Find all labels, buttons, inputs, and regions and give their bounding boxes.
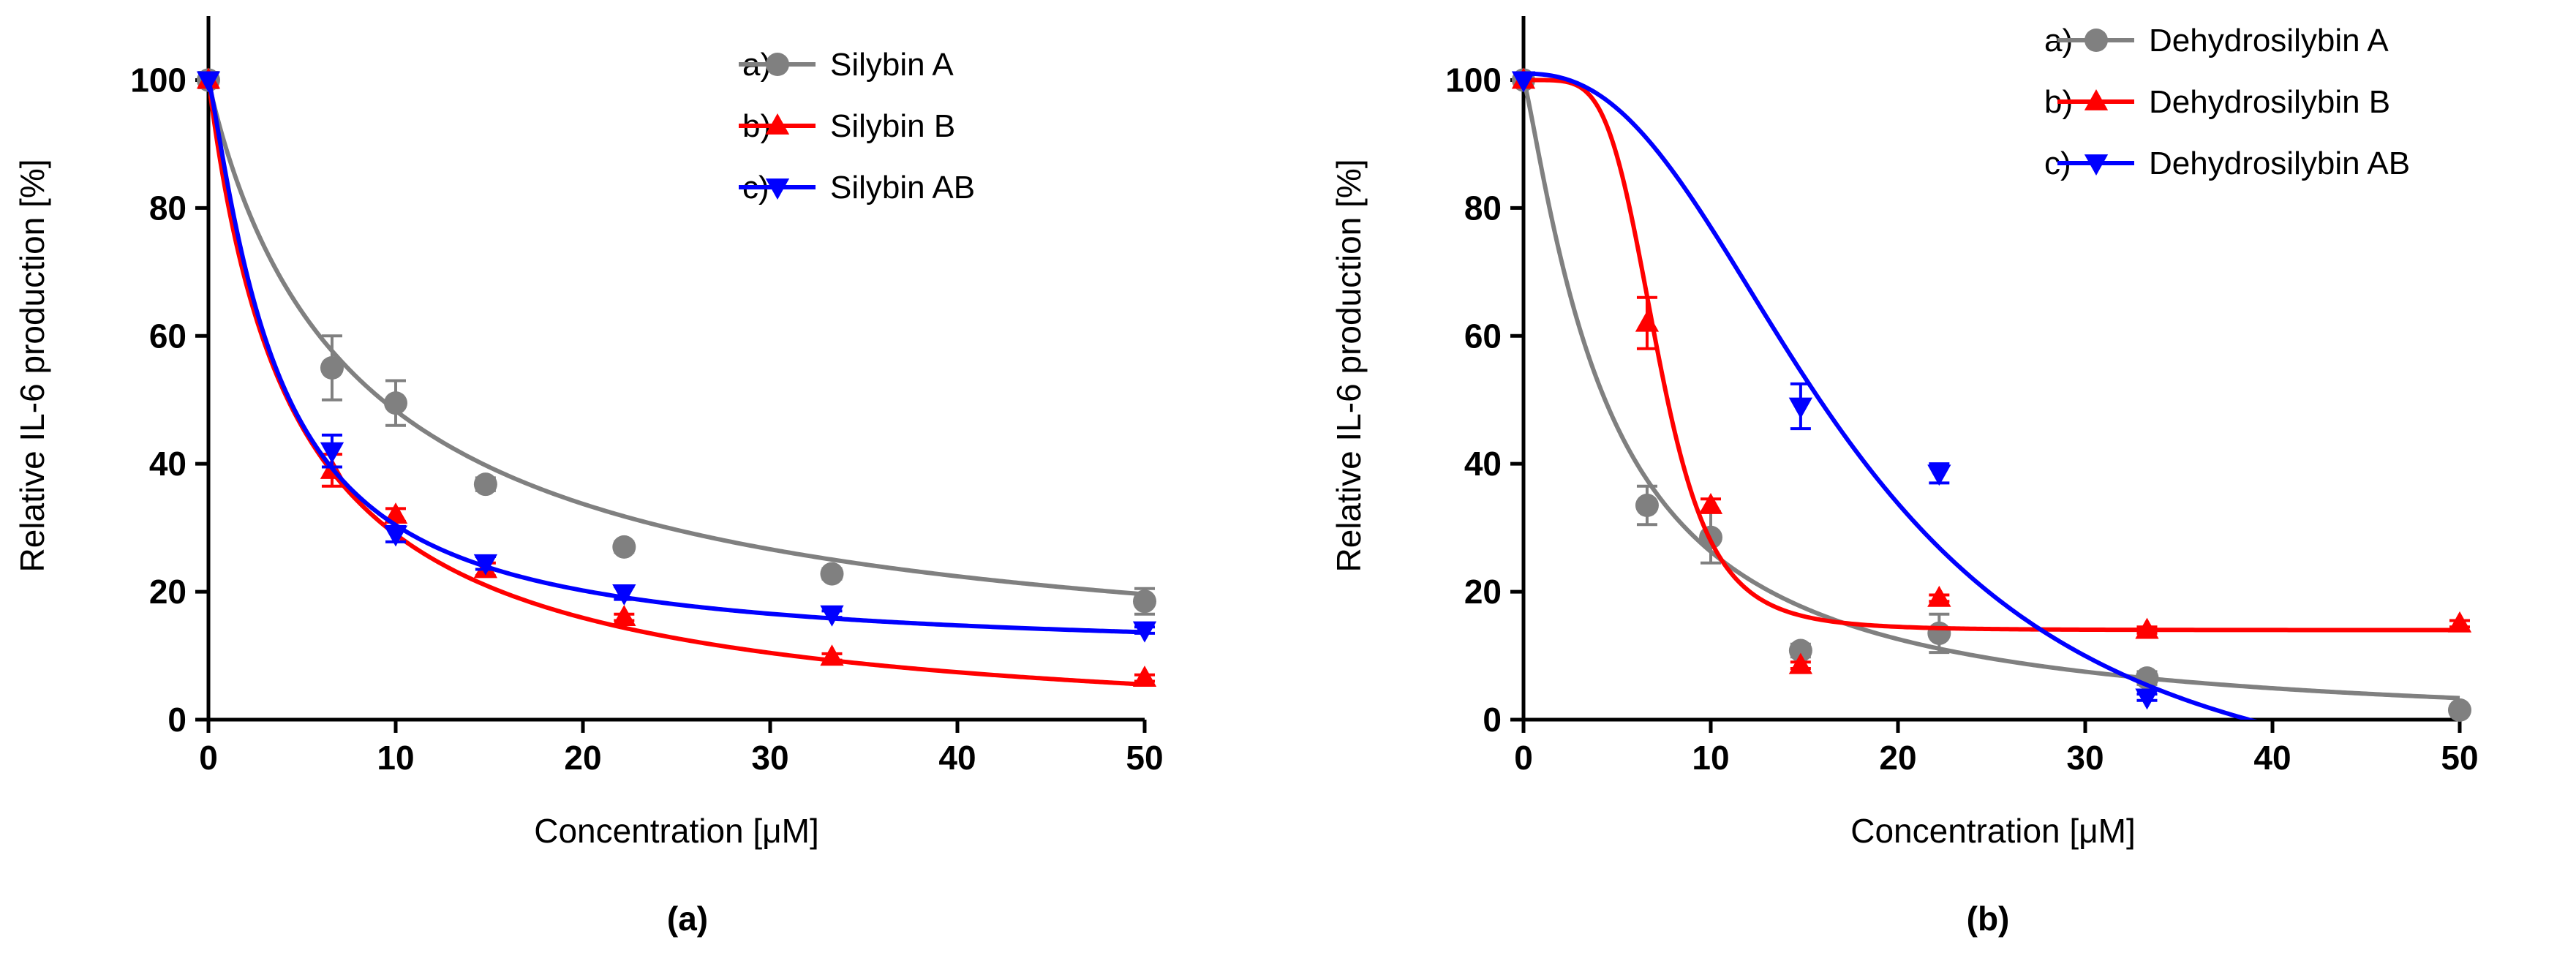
panel-b-y-tick-label: 60 xyxy=(1464,317,1502,355)
panel-a-silybin-ab-point xyxy=(196,71,221,93)
panel-b-dehydrosilybin-b-point xyxy=(1788,652,1813,674)
panel-b-x-axis-title: Concentration [μM] xyxy=(1850,812,2136,850)
panel-a-silybin-b-legend-marker xyxy=(765,113,790,135)
panel-b-dehydrosilybin-b-point xyxy=(1927,585,1951,607)
panel-a-silybin-a-point xyxy=(320,356,344,380)
panel-b-y-tick-label: 80 xyxy=(1464,189,1502,227)
panel-b-dehydrosilybin-a-point xyxy=(1927,621,1951,645)
panel-b-dehydrosilybin-ab-point xyxy=(1788,397,1813,419)
panel-b-dehydrosilybin-b-legend-label: Dehydrosilybin B xyxy=(2149,84,2390,120)
panel-b-dehydrosilybin-a-legend-marker xyxy=(2084,29,2108,52)
panel-b-dehydrosilybin-ab-point xyxy=(2135,688,2159,710)
panel-b-dehydrosilybin-b-fit-line xyxy=(1524,78,2460,633)
panel-a-x-tick-label: 50 xyxy=(1126,739,1163,777)
panel-b-dehydrosilybin-a-point xyxy=(1635,494,1659,518)
panel-a-x-axis-title: Concentration [μM] xyxy=(534,812,819,850)
panel-a-silybin-b-legend-label: Silybin B xyxy=(830,108,955,144)
panel-a-y-tick-label: 80 xyxy=(149,189,187,227)
panel-b-dehydrosilybin-b-point xyxy=(2135,617,2159,639)
panel-a-y-tick-label: 60 xyxy=(149,317,187,355)
panel-a-y-tick-label: 100 xyxy=(130,61,187,99)
panel-a-silybin-a-fit-line xyxy=(208,79,1145,597)
panel-b-dehydrosilybin-ab-fit-line xyxy=(1524,71,2258,720)
panel-b-dehydrosilybin-b-point xyxy=(1635,310,1660,332)
panel-a-silybin-a-point xyxy=(473,472,497,497)
panel-a-silybin-a-point xyxy=(1133,589,1156,614)
panel-a-silybin-b-fit-line xyxy=(208,80,1145,687)
panel-a-silybin-ab-fit-line xyxy=(208,79,1145,635)
panel-a-silybin-b-point xyxy=(1132,666,1157,687)
panel-b-y-tick-label: 20 xyxy=(1464,573,1502,611)
panel-a-y-tick-label: 0 xyxy=(167,701,187,739)
panel-b-y-axis-title: Relative IL-6 production [%] xyxy=(1330,159,1368,572)
panel-a-y-tick-label: 20 xyxy=(149,573,187,611)
panel-a-silybin-ab-point xyxy=(383,525,408,547)
panel-a-silybin-ab-legend-label: Silybin AB xyxy=(830,170,975,206)
panel-a-silybin-ab-point xyxy=(612,584,636,606)
panel-b-sub-label: (b) xyxy=(1967,900,2010,938)
panel-a-x-tick-label: 40 xyxy=(938,739,976,777)
panel-a-x-tick-label: 30 xyxy=(751,739,788,777)
panel-a-y-axis-title: Relative IL-6 production [%] xyxy=(13,159,51,572)
panel-a-silybin-ab-point xyxy=(820,605,844,627)
panel-b-y-tick-label: 0 xyxy=(1483,701,1502,739)
panel-b-x-tick-label: 30 xyxy=(2066,739,2104,777)
panel-b-dehydrosilybin-b-point xyxy=(1698,493,1723,514)
panel-b-dehydrosilybin-a-fit-line xyxy=(1524,79,2460,701)
panel-b-x-tick-label: 0 xyxy=(1514,739,1533,777)
panel-a-silybin-b-point xyxy=(612,605,636,626)
panel-b-dehydrosilybin-a-point xyxy=(1788,638,1812,663)
panel-b-dehydrosilybin-ab-point xyxy=(1511,71,1536,93)
panel-a-silybin-b-point xyxy=(383,502,408,524)
panel-b-x-tick-label: 10 xyxy=(1692,739,1729,777)
panel-b-dehydrosilybin-a-point xyxy=(2448,698,2471,722)
panel-a-x-tick-label: 20 xyxy=(564,739,601,777)
panel-b-dehydrosilybin-b-legend-marker xyxy=(2084,89,2109,110)
panel-b-x-tick-label: 20 xyxy=(1879,739,1916,777)
panel-a-silybin-a-legend-marker xyxy=(766,53,789,76)
panel-a-silybin-ab-point xyxy=(320,442,344,464)
panel-b-y-tick-label: 40 xyxy=(1464,445,1502,483)
panel-a-silybin-a-point xyxy=(612,535,636,559)
panel-b-y-tick-label: 100 xyxy=(1445,61,1502,99)
panel-b: Relative IL-6 production [%] Concentrati… xyxy=(1330,16,2479,938)
panel-b-dehydrosilybin-a-legend-label: Dehydrosilybin A xyxy=(2149,23,2389,59)
panel-a-silybin-ab-point xyxy=(1132,621,1157,643)
panel-b-dehydrosilybin-ab-point xyxy=(1927,464,1951,486)
panel-a-silybin-a-point xyxy=(820,562,844,586)
panel-a-silybin-a-point xyxy=(384,391,407,415)
panel-a-silybin-b-point xyxy=(820,644,844,666)
panel-b-x-tick-label: 40 xyxy=(2253,739,2291,777)
panel-a-sub-label: (a) xyxy=(667,900,708,938)
panel-a-y-tick-label: 40 xyxy=(149,445,187,483)
panel-a: Relative IL-6 production [%] Concentrati… xyxy=(13,16,1164,938)
panel-a-silybin-ab-legend-marker xyxy=(765,178,790,200)
panel-b-x-tick-label: 50 xyxy=(2441,739,2478,777)
panel-a-x-tick-label: 0 xyxy=(199,739,218,777)
panel-a-silybin-a-legend-label: Silybin A xyxy=(830,47,954,83)
panel-b-dehydrosilybin-ab-legend-marker xyxy=(2084,154,2109,176)
panel-b-dehydrosilybin-ab-legend-label: Dehydrosilybin AB xyxy=(2149,146,2410,181)
panel-a-silybin-ab-point xyxy=(473,554,498,576)
panel-b-dehydrosilybin-b-point xyxy=(2447,611,2472,633)
panel-a-x-tick-label: 10 xyxy=(377,739,414,777)
